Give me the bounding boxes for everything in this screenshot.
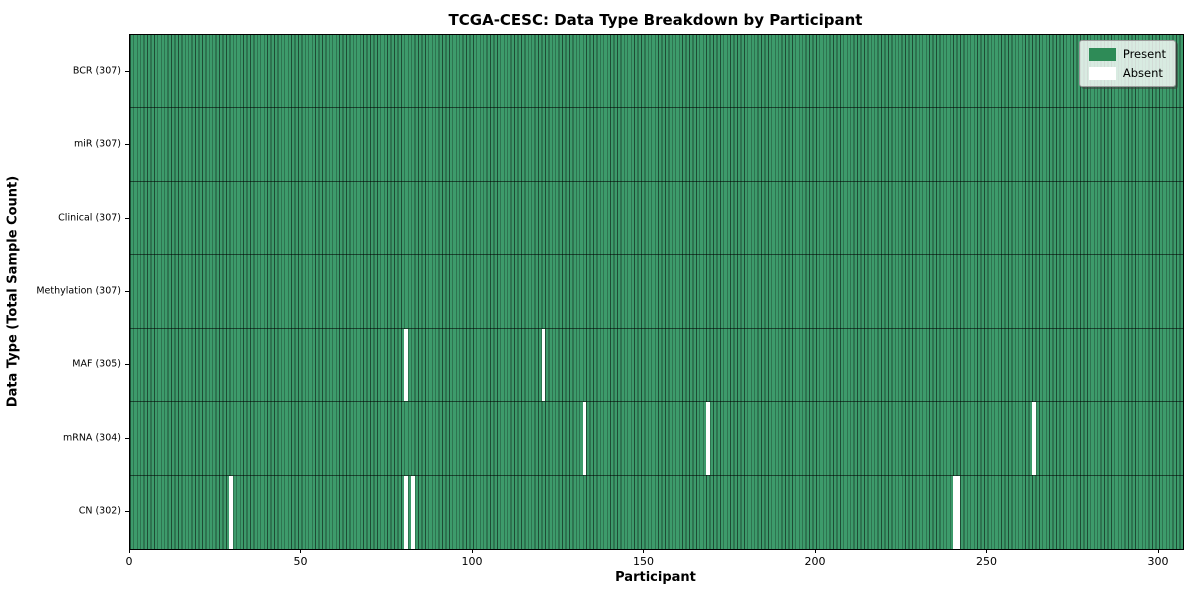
legend-swatch-present <box>1088 47 1116 61</box>
heatmap-row-Methylation <box>130 255 1183 329</box>
y-tick-mark <box>125 364 129 366</box>
x-tick-label: 250 <box>975 555 997 568</box>
y-tick-label-miR: miR (307) <box>73 138 121 150</box>
x-axis-label: Participant <box>615 570 696 585</box>
x-tick-label: 150 <box>632 555 654 568</box>
x-tick-mark <box>814 549 816 553</box>
y-tick-mark <box>125 437 129 439</box>
legend-entry-present: Present <box>1088 47 1166 61</box>
y-tick-mark <box>125 511 129 513</box>
y-tick-mark <box>125 291 129 292</box>
x-tick-label: 300 <box>1147 555 1169 568</box>
heatmap-rows <box>130 35 1183 549</box>
y-tick-mark <box>125 144 129 146</box>
y-tick-label-MAF: MAF (305) <box>72 358 121 370</box>
x-tick-mark <box>986 549 988 553</box>
x-tick-label: 0 <box>125 555 133 568</box>
absent-stripe-MAF-80 <box>404 328 408 402</box>
absent-stripe-CN-240 <box>953 475 961 549</box>
legend-swatch-absent <box>1088 66 1116 80</box>
y-tick-label-BCR: BCR (307) <box>72 65 121 77</box>
y-tick-mark <box>125 70 129 72</box>
absent-stripe-CN-82 <box>411 475 415 549</box>
legend-label: Present <box>1122 47 1166 61</box>
absent-stripe-CN-80 <box>404 475 408 549</box>
y-tick-label-Methylation: Methylation (307) <box>36 285 121 297</box>
absent-stripe-mRNA-132 <box>582 402 587 475</box>
x-tick-mark <box>643 549 645 553</box>
x-tick-mark <box>129 549 130 553</box>
chart-title: TCGA-CESC: Data Type Breakdown by Partic… <box>448 11 863 29</box>
legend-entry-absent: Absent <box>1088 66 1166 80</box>
x-tick-label: 100 <box>461 555 483 568</box>
absent-stripe-CN-29 <box>229 475 233 549</box>
heatmap-row-MAF <box>130 328 1183 403</box>
x-tick-label: 50 <box>293 555 308 568</box>
plot-area: Present Absent <box>129 34 1184 550</box>
x-tick-label: 200 <box>804 555 826 568</box>
heatmap-row-Clinical <box>130 181 1183 256</box>
absent-stripe-MAF-120 <box>541 328 546 402</box>
x-tick-mark <box>300 549 302 553</box>
absent-stripe-mRNA-263 <box>1032 402 1036 475</box>
y-tick-label-CN: CN (302) <box>78 505 121 517</box>
y-tick-label-mRNA: mRNA (304) <box>62 432 121 444</box>
heatmap-row-mRNA <box>130 402 1183 476</box>
x-tick-mark <box>1157 549 1159 553</box>
y-tick-mark <box>125 217 129 219</box>
legend: Present Absent <box>1078 40 1176 87</box>
absent-stripe-mRNA-168 <box>706 402 710 475</box>
heatmap-row-BCR <box>130 35 1183 109</box>
heatmap-row-miR <box>130 108 1183 182</box>
legend-label: Absent <box>1122 66 1163 80</box>
x-tick-mark <box>471 549 473 553</box>
heatmap-row-CN <box>130 475 1183 549</box>
y-tick-label-Clinical: Clinical (307) <box>58 212 121 224</box>
